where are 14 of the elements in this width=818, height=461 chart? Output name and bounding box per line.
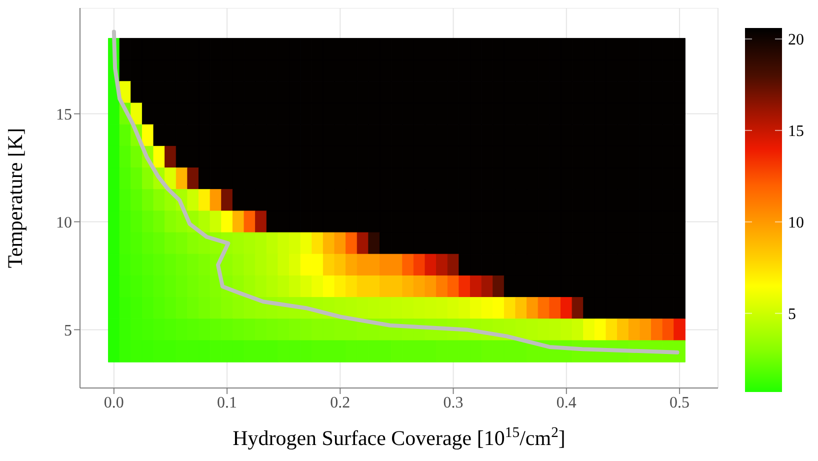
x-tick-label: 0.1 [217,394,238,412]
color-bar-label: 5 [788,306,796,323]
x-tick-label: 0.5 [670,394,690,412]
x-tick-label: 0.4 [556,394,576,412]
x-tick-label: 0.3 [443,394,464,412]
color-bar-label: 10 [788,214,804,232]
x-axis-title: Hydrogen Surface Coverage [10$^{15}$/cm$^{2}$] [232,425,566,450]
y-tick-label: 15 [56,106,72,124]
color-bar-label: 15 [788,123,804,140]
color-bar-label: 20 [788,32,804,49]
x-tick-label: 0.2 [330,394,350,412]
y-tick-label: 10 [56,214,72,232]
y-tick-label: 5 [64,322,72,340]
x-tick-label: 0.0 [104,394,124,412]
